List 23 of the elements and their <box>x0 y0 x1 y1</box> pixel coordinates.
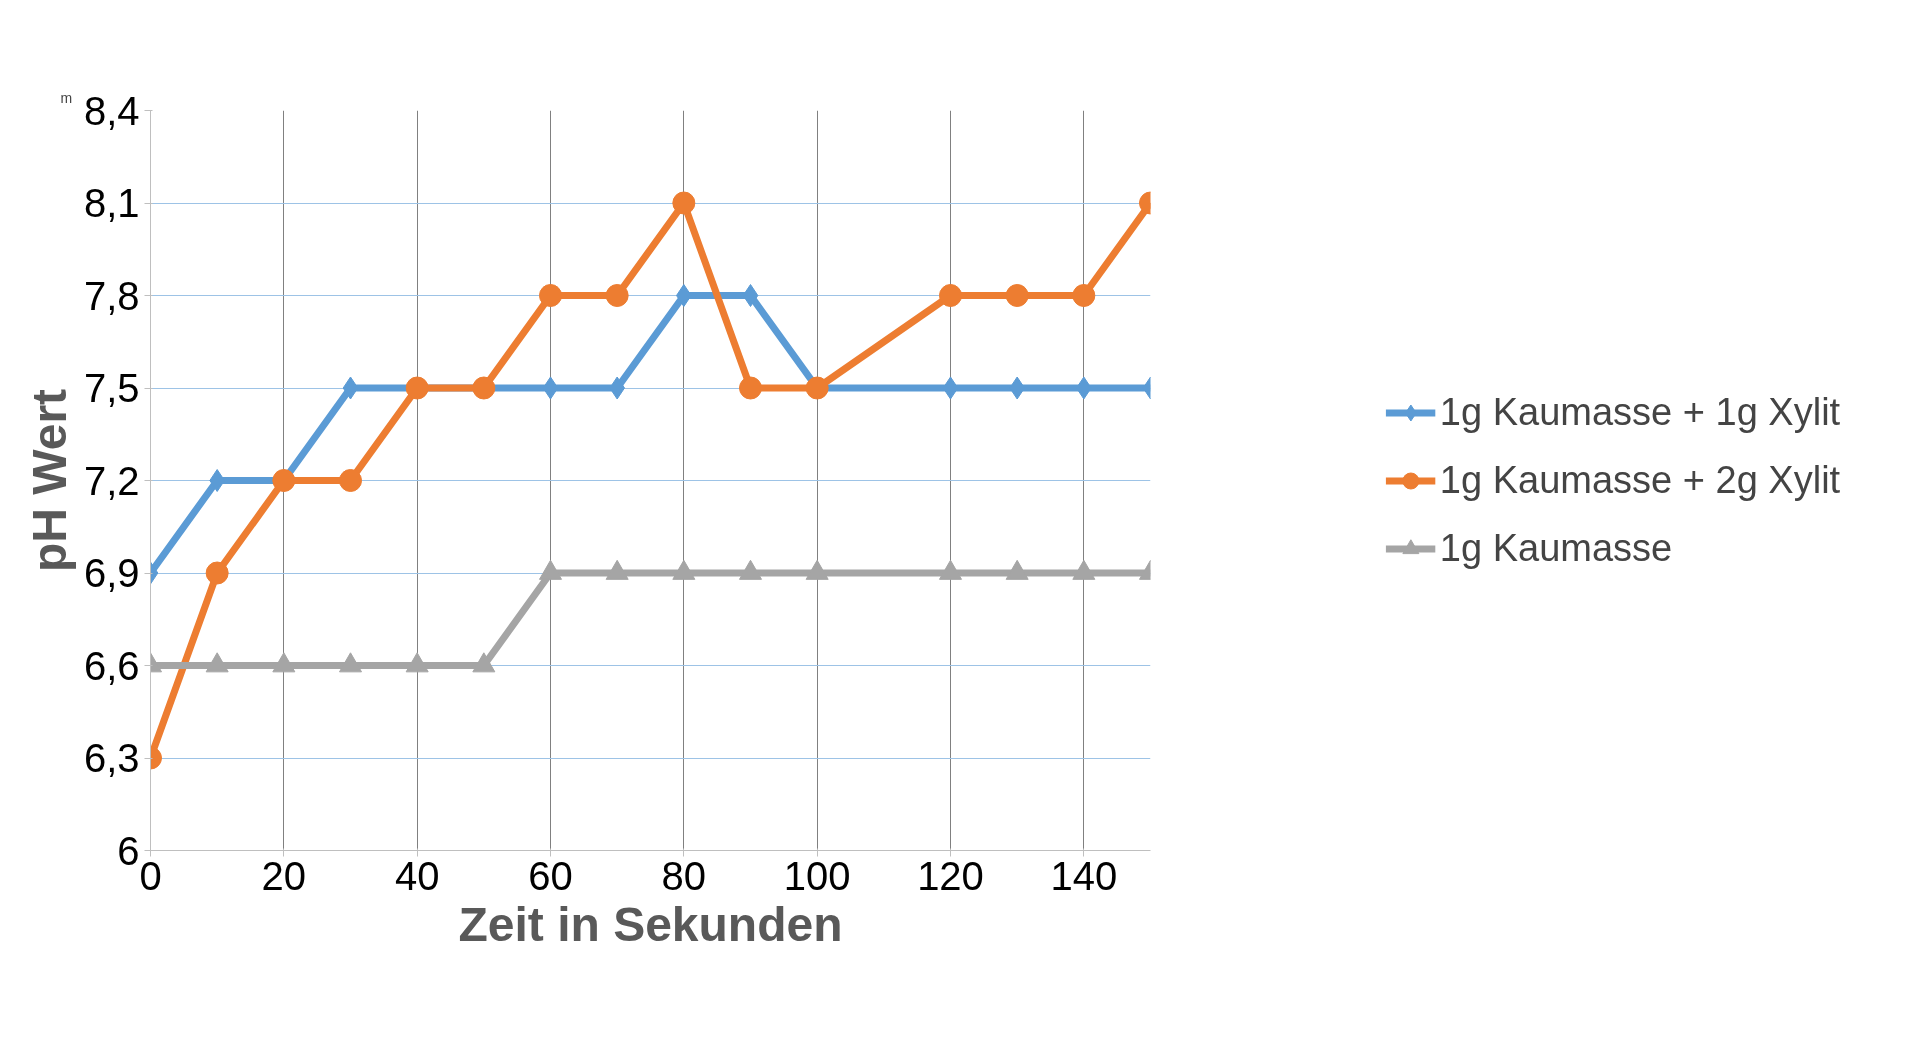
y-tick-label: 6,9 <box>83 551 140 595</box>
y-tick-label: 8,1 <box>83 181 140 225</box>
y-tick-label: 8,4 <box>83 88 140 133</box>
x-tick-label: 60 <box>528 853 573 898</box>
y-axis-title: pH Wert <box>22 388 76 573</box>
x-tick-label: 20 <box>261 853 307 898</box>
x-tick-label: 0 <box>139 853 162 898</box>
y-tick-label: 6,6 <box>83 643 140 688</box>
x-axis-title: Zeit in Sekunden <box>458 897 843 951</box>
y-tick-label: 6,3 <box>83 736 140 780</box>
x-tick-label: 100 <box>783 853 851 898</box>
legend-label: 1g Kaumasse + 1g Xylit <box>1439 390 1841 434</box>
x-tick-label: 120 <box>917 853 984 898</box>
legend-label: 1g Kaumasse + 2g Xylit <box>1439 458 1841 502</box>
x-tick-label: 40 <box>394 853 440 898</box>
x-tick-label: 140 <box>1050 853 1118 898</box>
y-tick-label: 7,2 <box>83 458 140 503</box>
x-tick-label: 80 <box>661 853 707 898</box>
y-tick-label: 7,5 <box>83 366 140 410</box>
text: m <box>60 89 73 106</box>
y-tick-label: 7,8 <box>83 273 140 318</box>
legend-label: 1g Kaumasse <box>1439 526 1673 570</box>
y-tick-label: 6 <box>117 828 140 873</box>
